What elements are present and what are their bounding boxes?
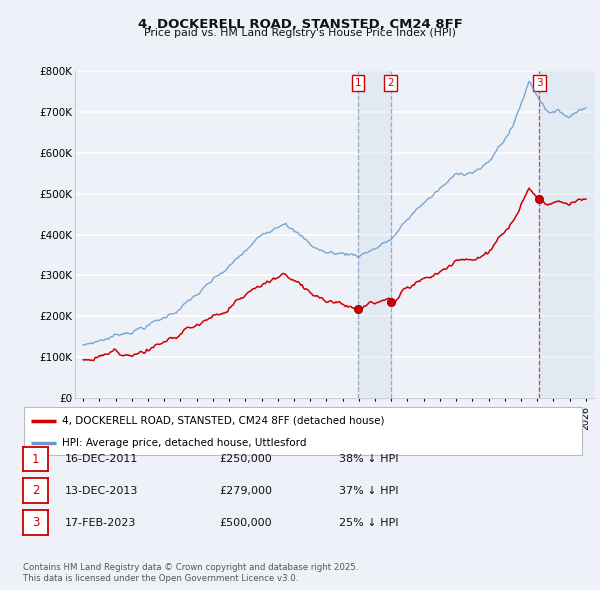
Text: 13-DEC-2013: 13-DEC-2013 <box>65 486 138 496</box>
Text: 3: 3 <box>32 516 39 529</box>
Text: 4, DOCKERELL ROAD, STANSTED, CM24 8FF (detached house): 4, DOCKERELL ROAD, STANSTED, CM24 8FF (d… <box>62 415 385 425</box>
Bar <box>539 71 594 398</box>
Text: 38% ↓ HPI: 38% ↓ HPI <box>339 454 398 464</box>
Text: 3: 3 <box>536 78 542 88</box>
Text: This data is licensed under the Open Government Licence v3.0.: This data is licensed under the Open Gov… <box>23 574 298 583</box>
Text: 16-DEC-2011: 16-DEC-2011 <box>65 454 138 464</box>
Text: 1: 1 <box>32 453 39 466</box>
Text: £250,000: £250,000 <box>219 454 272 464</box>
Text: 1: 1 <box>355 78 361 88</box>
Bar <box>539 71 594 398</box>
Text: £279,000: £279,000 <box>219 486 272 496</box>
Text: £500,000: £500,000 <box>219 518 272 527</box>
Text: Contains HM Land Registry data © Crown copyright and database right 2025.: Contains HM Land Registry data © Crown c… <box>23 563 358 572</box>
Bar <box>358 71 391 398</box>
Text: Price paid vs. HM Land Registry's House Price Index (HPI): Price paid vs. HM Land Registry's House … <box>144 28 456 38</box>
Text: 17-FEB-2023: 17-FEB-2023 <box>65 518 136 527</box>
Text: 2: 2 <box>388 78 394 88</box>
Text: HPI: Average price, detached house, Uttlesford: HPI: Average price, detached house, Uttl… <box>62 438 307 448</box>
Text: 37% ↓ HPI: 37% ↓ HPI <box>339 486 398 496</box>
Text: 25% ↓ HPI: 25% ↓ HPI <box>339 518 398 527</box>
Text: 4, DOCKERELL ROAD, STANSTED, CM24 8FF: 4, DOCKERELL ROAD, STANSTED, CM24 8FF <box>137 18 463 31</box>
Text: 2: 2 <box>32 484 39 497</box>
